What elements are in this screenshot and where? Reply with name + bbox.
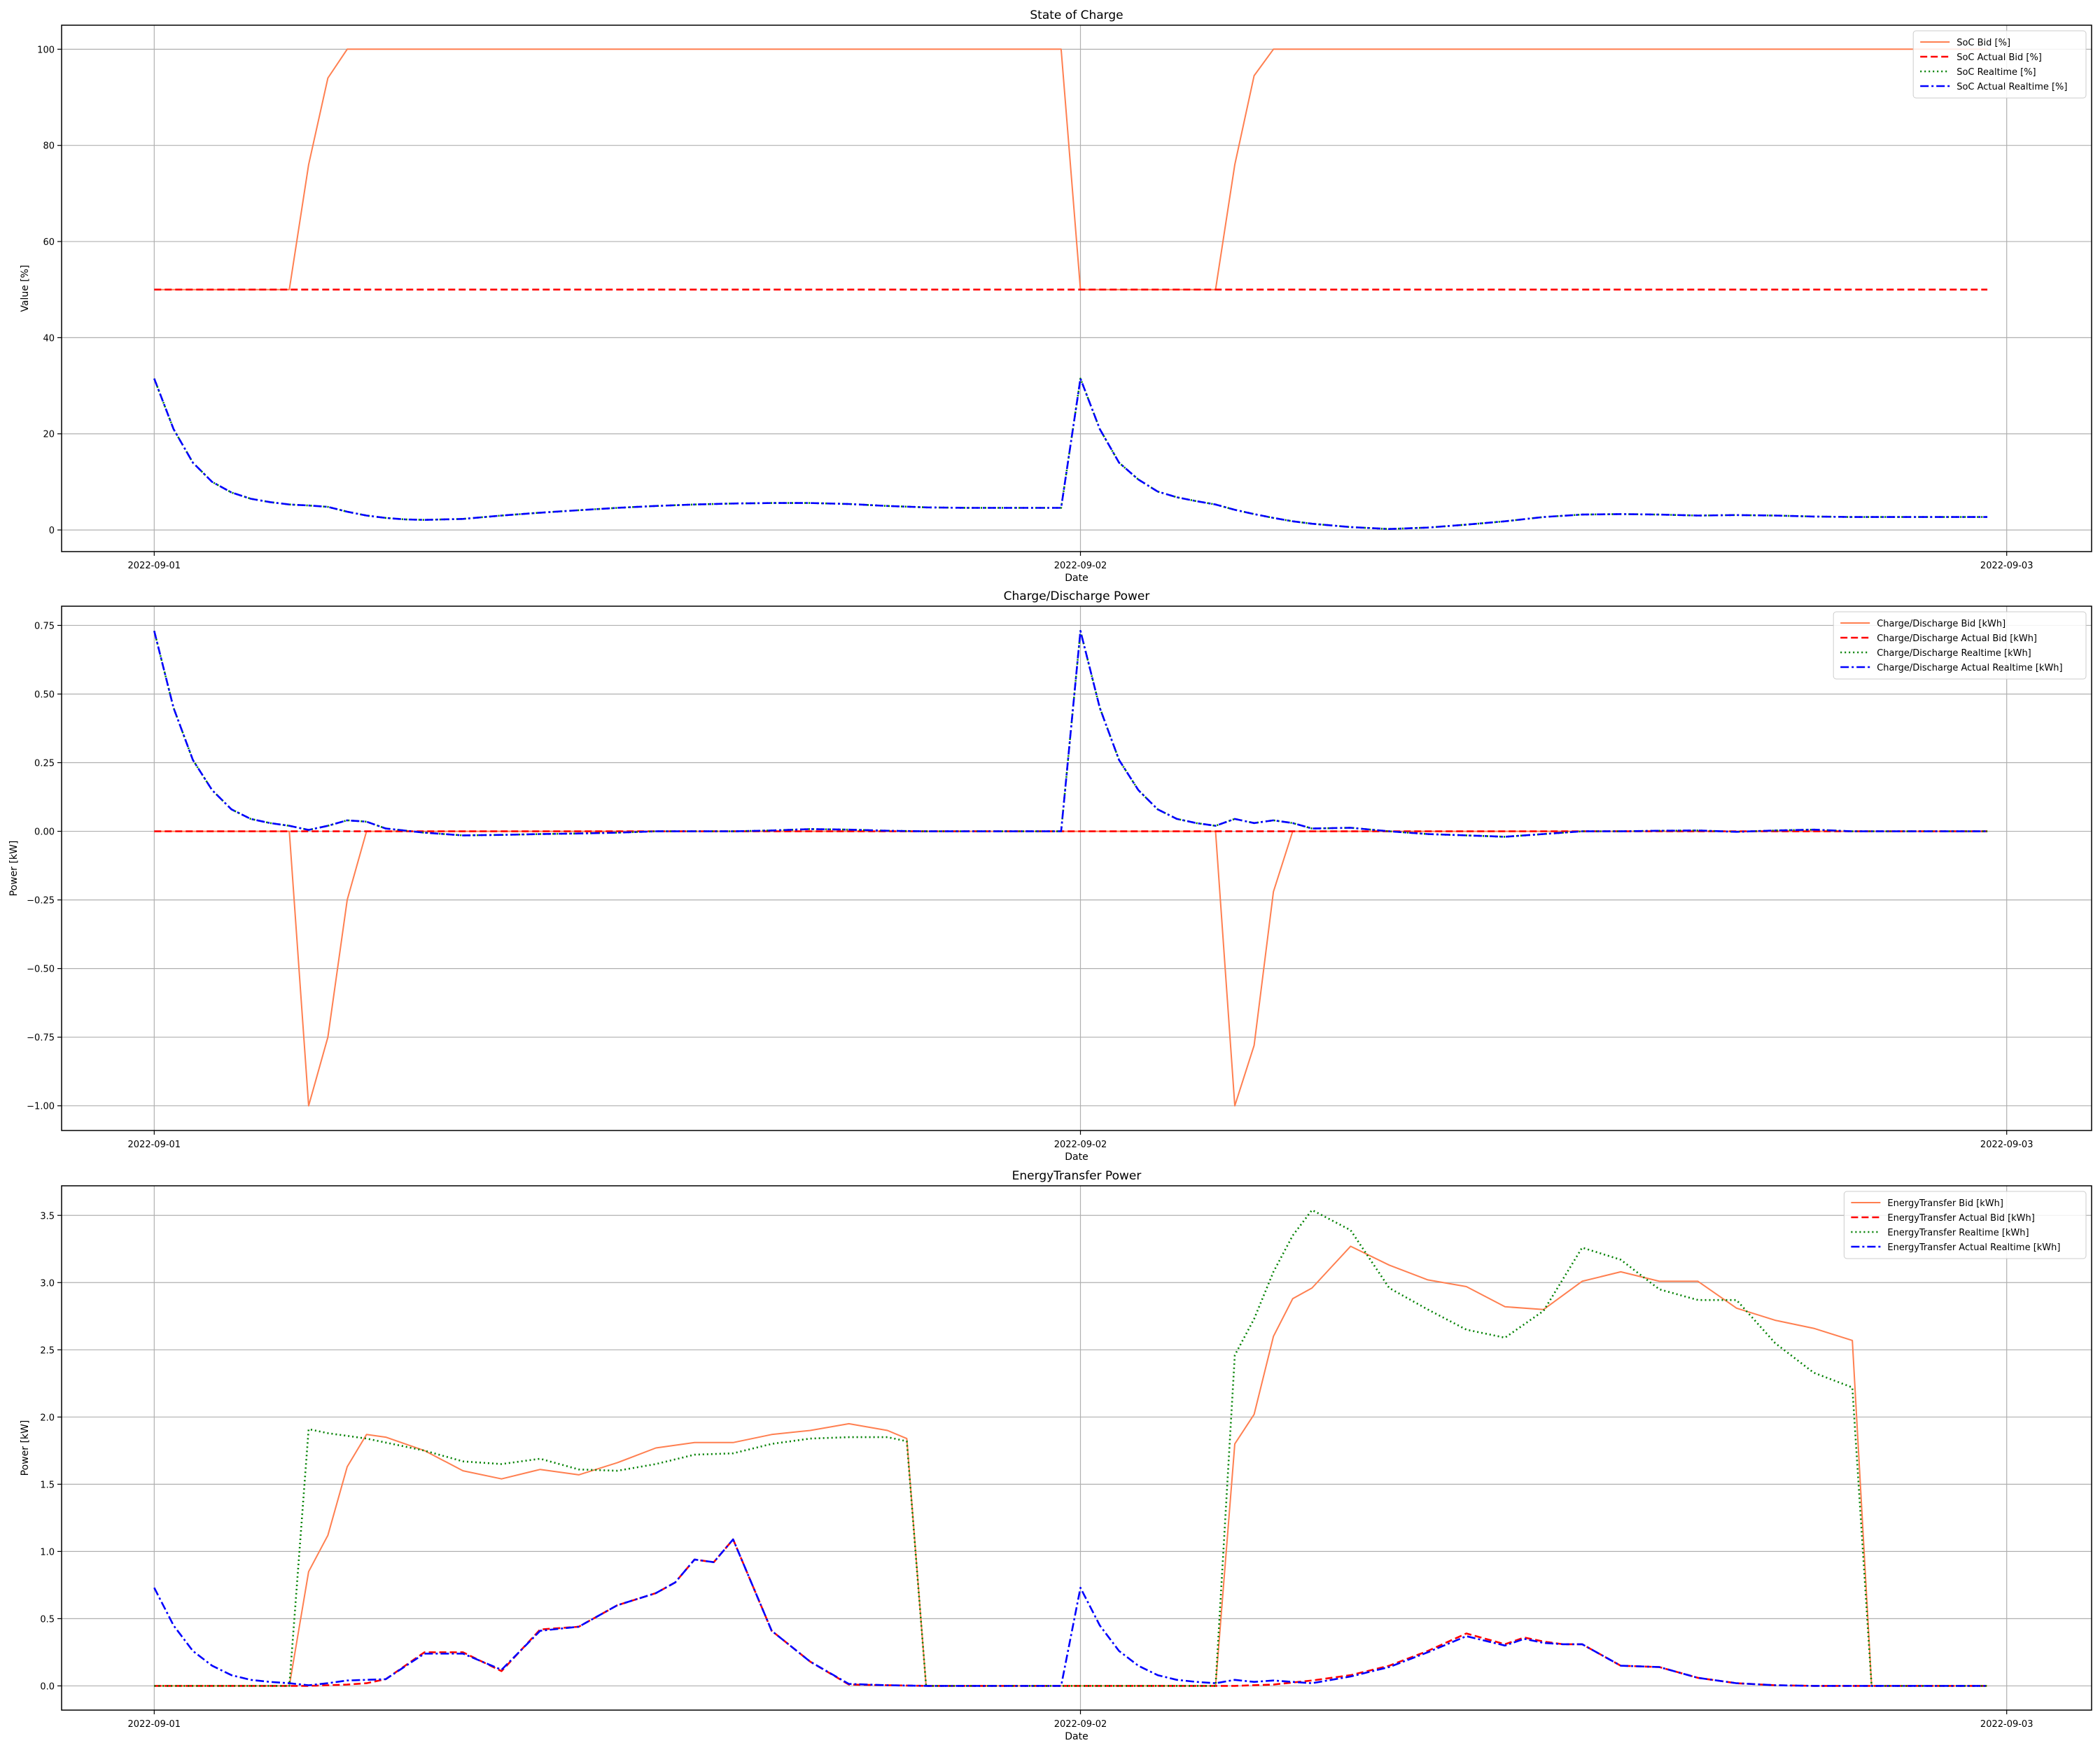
x-tick-label: 2022-09-03 [1980, 561, 2033, 571]
legend-entry: EnergyTransfer Actual Bid [kWh] [1887, 1213, 2034, 1224]
plot-frame [61, 1185, 2092, 1711]
plot-frame [61, 606, 2092, 1131]
y-axis-label: Value [%] [20, 265, 31, 312]
x-tick-label: 2022-09-02 [1054, 561, 1107, 571]
y-tick-label: 2.0 [40, 1413, 55, 1423]
y-tick-label: −0.50 [27, 965, 55, 975]
legend-box [1833, 611, 2087, 680]
y-tick-label: 0 [49, 526, 55, 536]
legend-box [1843, 1191, 2087, 1259]
x-tick-label: 2022-09-01 [128, 1140, 181, 1150]
y-tick-label: 100 [37, 45, 55, 55]
x-tick-label: 2022-09-03 [1980, 1719, 2033, 1730]
x-axis-label: Date [1065, 573, 1088, 584]
series-line-1 [154, 48, 1988, 290]
legend: SoC Bid [%] SoC Actual Bid [%] SoC Realtim… [1912, 30, 2087, 99]
y-axis-label: Power [kW] [8, 841, 20, 897]
x-tick-label: 2022-09-02 [1054, 1719, 1107, 1730]
series-line-4 [153, 630, 1988, 838]
legend-entry: EnergyTransfer Realtime [kWh] [1887, 1228, 2029, 1238]
x-tick-label: 2022-09-02 [1054, 1140, 1107, 1150]
y-tick-label: 40 [43, 333, 55, 344]
y-tick-label: 1.5 [40, 1480, 55, 1490]
y-tick-label: 0.00 [34, 827, 55, 838]
y-tick-label: 20 [43, 430, 55, 440]
x-tick-label: 2022-09-01 [128, 1719, 181, 1730]
y-tick-label: −1.00 [27, 1102, 55, 1112]
y-tick-label: −0.25 [27, 896, 55, 906]
y-tick-label: 0.50 [34, 690, 55, 700]
legend-entry: Charge/Discharge Bid [kWh] [1877, 619, 2005, 629]
subplot-1: 2022-09-01 2022-09-02 2022-09-03 0 20 40 60 80 1… [20, 8, 2092, 584]
x-axis-label: Date [1065, 1731, 1088, 1742]
series-line-4 [153, 1538, 1988, 1687]
y-tick-label: 3.0 [40, 1278, 55, 1289]
legend-entry: SoC Actual Bid [%] [1956, 52, 2042, 63]
series-line-3 [153, 377, 1988, 530]
y-axis-label: Power [kW] [20, 1420, 31, 1476]
y-tick-label: 0.25 [34, 759, 55, 769]
legend: Charge/Discharge Bid [kWh] Charge/Dischar… [1833, 611, 2087, 680]
y-tick-label: 2.5 [40, 1345, 55, 1356]
subplot-3: 2022-09-01 2022-09-02 2022-09-03 0.0 0.5 1.0 1… [20, 1169, 2092, 1742]
chart-title: EnergyTransfer Power [1012, 1169, 1142, 1183]
y-tick-label: 0.75 [34, 621, 55, 631]
legend-box [1912, 30, 2087, 99]
y-tick-label: −0.75 [27, 1033, 55, 1044]
legend-entry: Charge/Discharge Realtime [kWh] [1877, 648, 2031, 659]
plot-frame [61, 24, 2092, 552]
y-tick-label: 0.0 [40, 1681, 55, 1692]
series-line-1 [154, 1245, 1988, 1687]
legend: EnergyTransfer Bid [kWh] EnergyTransfer A… [1843, 1191, 2087, 1259]
y-tick-label: 1.0 [40, 1547, 55, 1558]
legend-entry: SoC Bid [%] [1956, 38, 2010, 48]
chart-title: State of Charge [1030, 8, 1123, 22]
y-tick-label: 80 [43, 141, 55, 152]
legend-entry: EnergyTransfer Bid [kWh] [1887, 1198, 2003, 1209]
legend-entry: EnergyTransfer Actual Realtime [kWh] [1887, 1242, 2060, 1253]
y-tick-label: 60 [43, 237, 55, 248]
legend-entry: SoC Realtime [%] [1956, 67, 2036, 78]
series-line-3 [154, 1209, 1988, 1687]
legend-entry: Charge/Discharge Actual Bid [kWh] [1877, 634, 2037, 644]
y-tick-label: 3.5 [40, 1211, 55, 1222]
x-tick-label: 2022-09-01 [128, 561, 181, 571]
legend-entry: Charge/Discharge Actual Realtime [kWh] [1877, 663, 2062, 673]
y-tick-label: 0.5 [40, 1614, 55, 1625]
x-axis-label: Date [1065, 1152, 1088, 1163]
legend-entry: SoC Actual Realtime [%] [1956, 82, 2067, 92]
x-tick-label: 2022-09-03 [1980, 1140, 2033, 1150]
subplot-2: 2022-09-01 2022-09-02 2022-09-03 −1.00 −0.75… [8, 589, 2092, 1163]
chart-title: Charge/Discharge Power [1004, 589, 1150, 603]
